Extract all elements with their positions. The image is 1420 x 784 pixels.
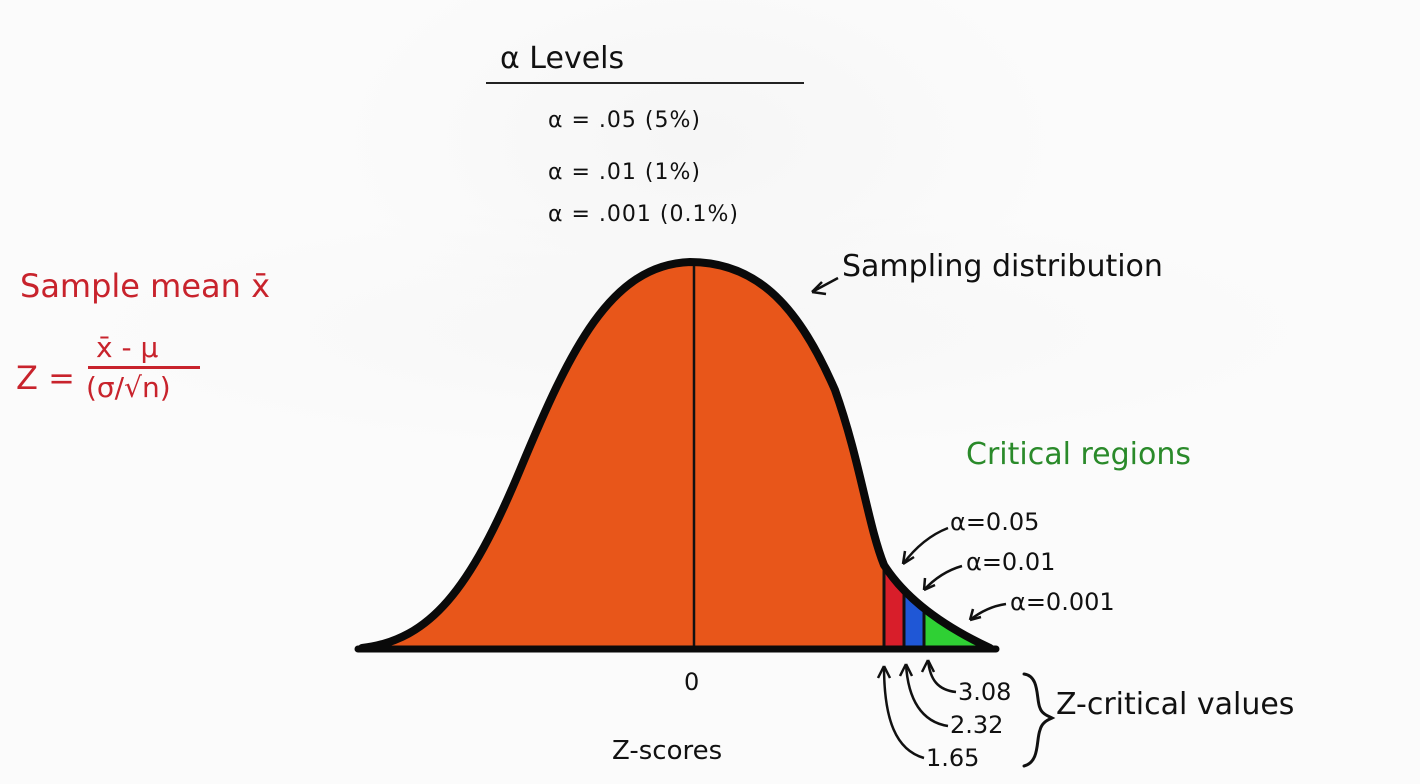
alpha-levels-title: α Levels: [500, 41, 625, 76]
arrowhead-icon: [811, 281, 827, 296]
alpha-level-item: α = .001 (0.1%): [548, 202, 739, 227]
arrow-zc-165: [882, 665, 925, 760]
alpha-label-005: α=0.05: [950, 508, 1040, 536]
sample-mean-label: Sample mean x̄: [20, 267, 271, 305]
z-formula-lhs: Z =: [16, 359, 75, 397]
alpha-level-item: α = .05 (5%): [548, 108, 701, 133]
arrowhead-icon: [898, 663, 914, 677]
arrowhead-icon: [901, 550, 915, 566]
alpha-title-underline: [486, 82, 804, 84]
distribution-body: [362, 262, 884, 648]
sampling-distribution-label: Sampling distribution: [842, 249, 1163, 284]
z-critical-values-label: Z-critical values: [1056, 687, 1295, 722]
z-scores-axis-label: Z-scores: [612, 736, 723, 766]
z-critical-value: 1.65: [926, 744, 980, 772]
z-formula-denominator: (σ/√n): [86, 371, 171, 404]
z-critical-value: 2.32: [950, 711, 1004, 739]
critical-region-green: [924, 612, 990, 648]
arrow-zc-308: [926, 659, 957, 694]
arrow-sampling: [811, 276, 839, 294]
arrow-alpha-001: [923, 564, 963, 591]
arrowhead-icon: [922, 577, 936, 592]
alpha-label-0001: α=0.001: [1010, 588, 1115, 616]
curly-brace-icon: [1022, 672, 1056, 768]
alpha-label-001: α=0.01: [966, 548, 1056, 576]
critical-region-blue: [904, 592, 924, 648]
arrow-zc-232: [904, 663, 949, 728]
z-critical-value: 3.08: [958, 678, 1012, 706]
z-formula-fraction-bar: [88, 366, 200, 369]
arrowhead-icon: [876, 665, 892, 679]
critical-regions-title: Critical regions: [966, 437, 1191, 472]
z-formula-numerator: x̄ - μ: [96, 331, 159, 364]
arrow-alpha-005: [902, 526, 949, 565]
mean-zero-tick-label: 0: [684, 668, 700, 696]
arrowhead-icon: [920, 659, 936, 673]
critical-region-red: [884, 565, 904, 648]
arrowhead-icon: [968, 608, 982, 622]
alpha-level-item: α = .01 (1%): [548, 160, 701, 185]
distribution-curve: [358, 257, 994, 652]
